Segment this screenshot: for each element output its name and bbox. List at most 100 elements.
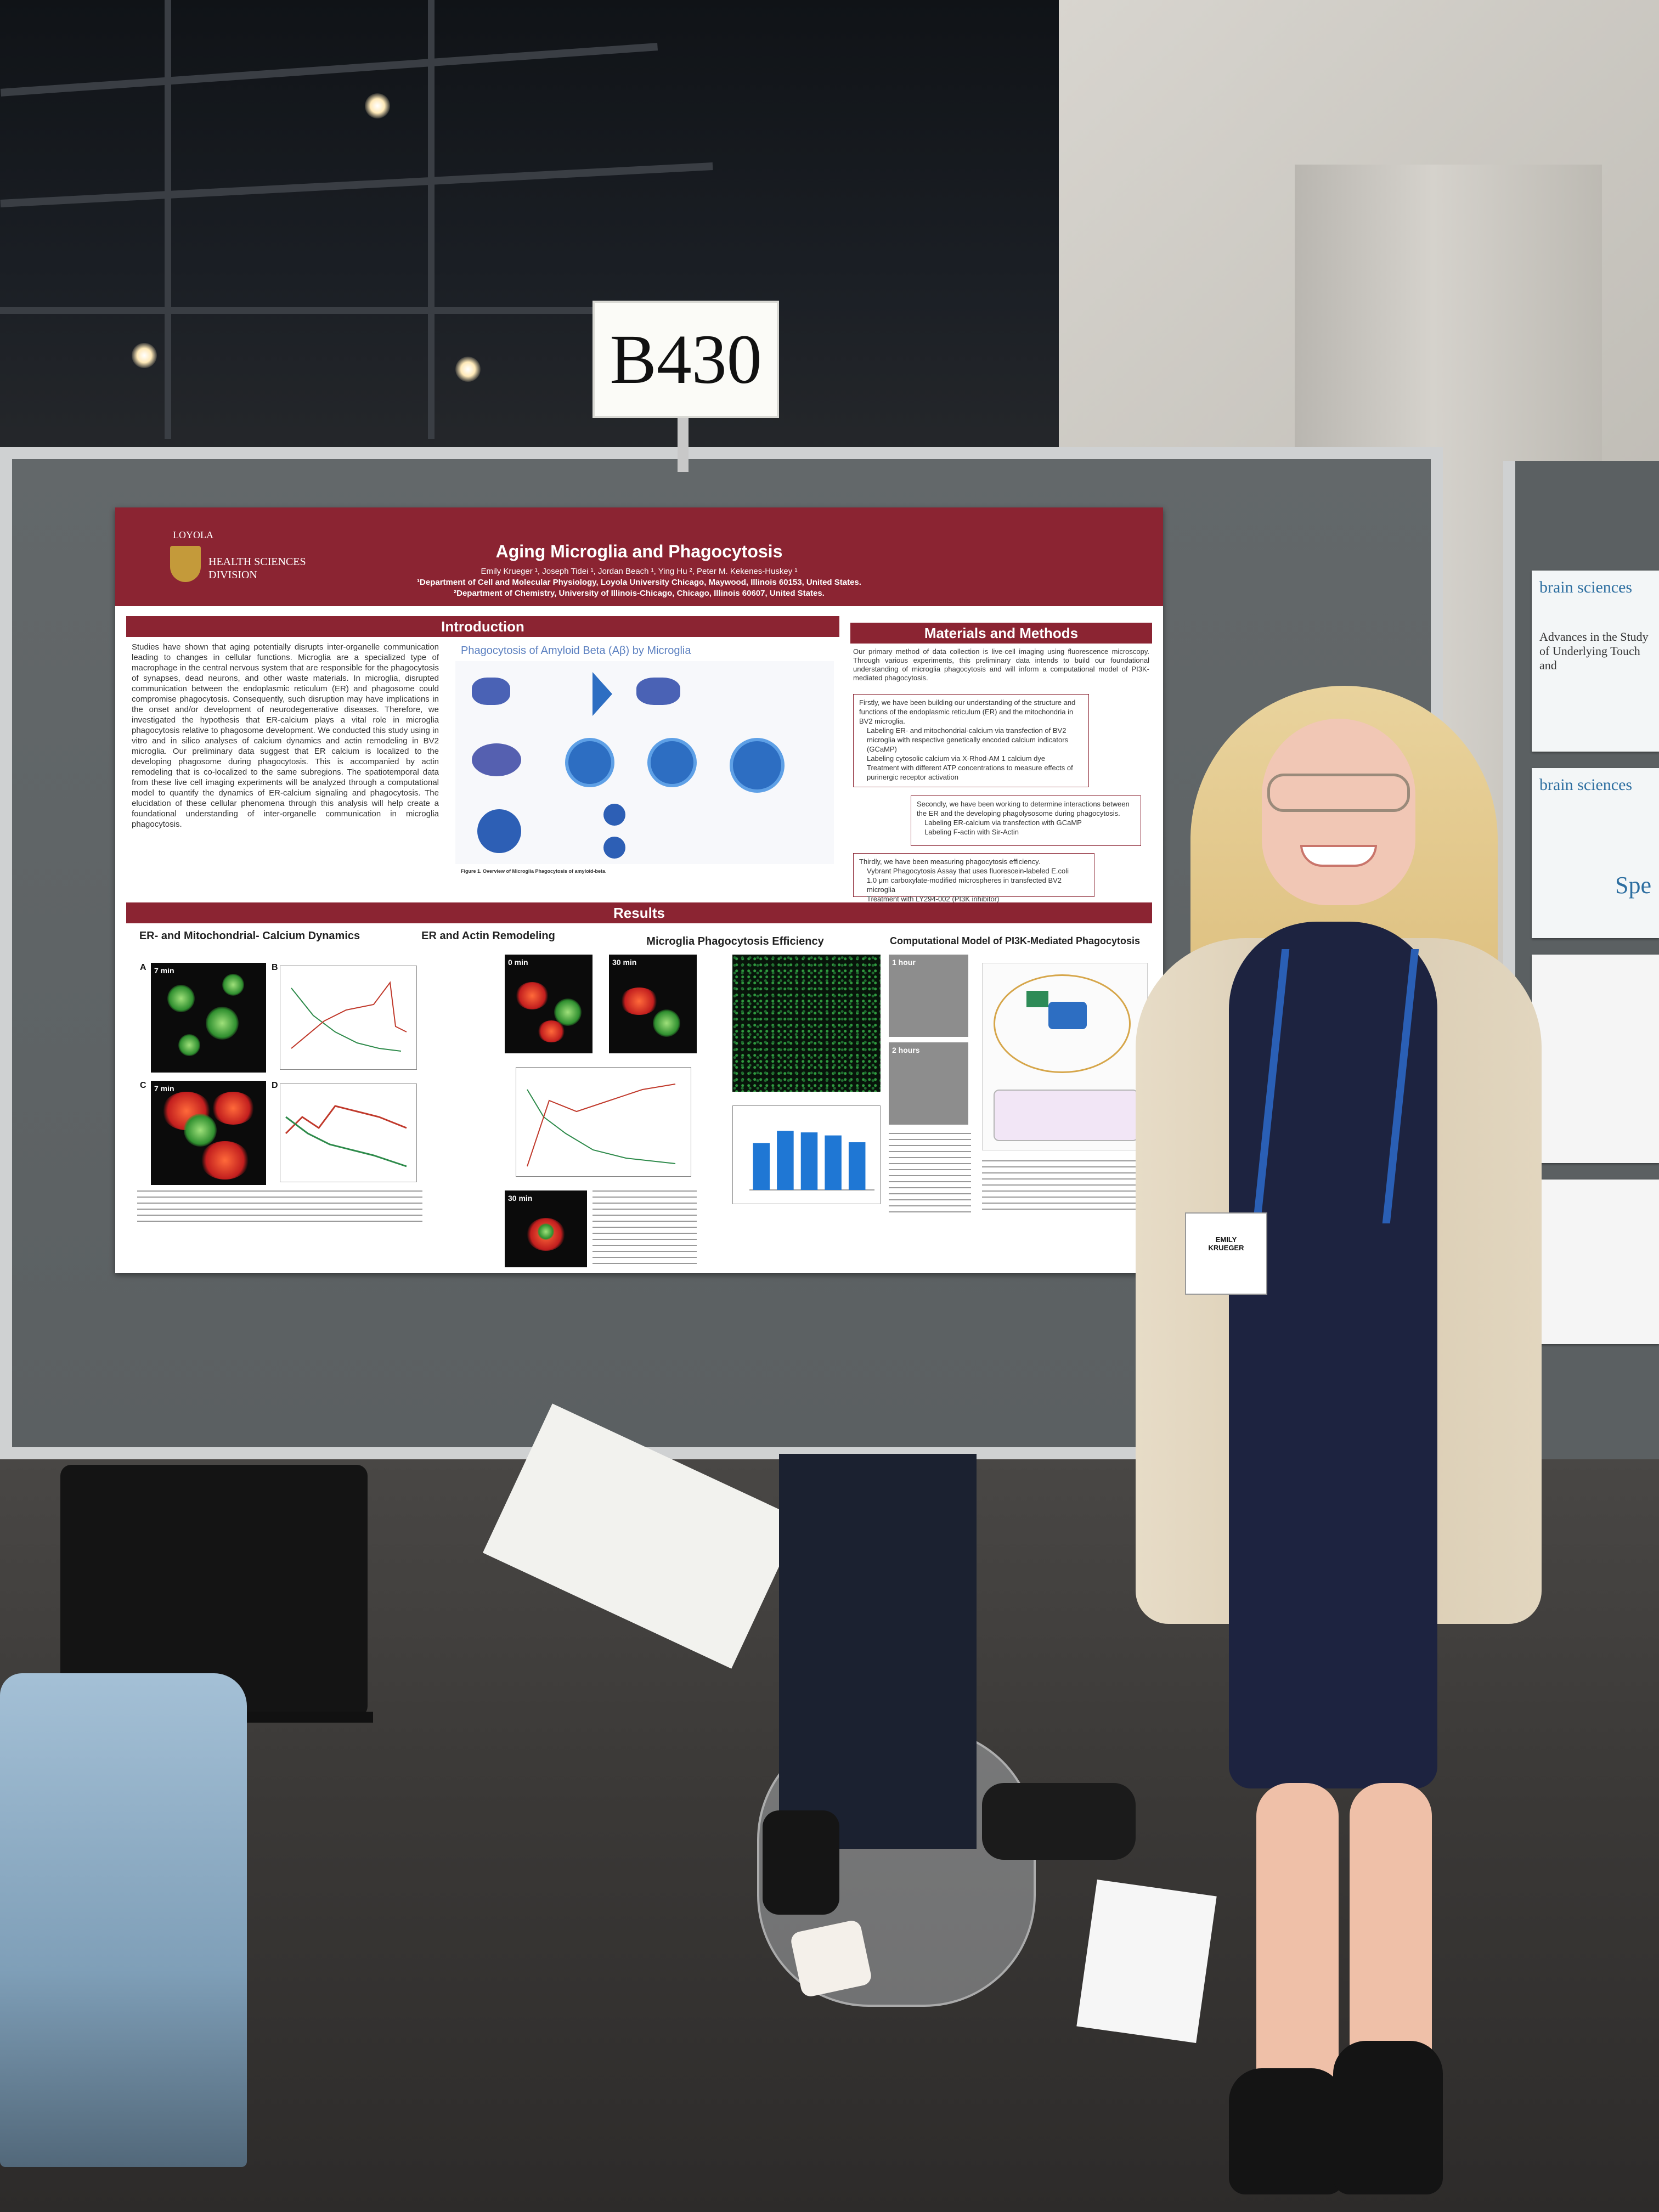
methods-box-1: Firstly, we have been building our under… [853,694,1089,787]
bar [848,1142,866,1190]
timestamp-label: 7 min [154,966,174,975]
nucleus-icon [1048,1002,1087,1029]
bar [825,1135,842,1190]
methods-box-3-item: 1.0 μm carboxylate-modified microspheres… [867,876,1062,894]
poster-authors: Emily Krueger ¹, Joseph Tidei ¹, Jordan … [481,567,798,576]
ceiling-light [365,93,390,119]
calcium-trace-plot-b [280,966,417,1070]
introduction-text: Studies have shown that aging potentiall… [132,642,439,829]
logo-line3: DIVISION [208,569,257,581]
presenter: EMILY KRUEGER [1119,686,1558,2212]
methods-box-1-text: Firstly, we have been building our under… [859,698,1076,725]
side-journal-2: brain sciences [1539,776,1633,794]
microglia-cell [472,743,521,776]
micrograph-calcium-a: 7 min [151,963,266,1073]
loyola-shield-icon [170,546,201,582]
micrograph-phagocytosis-d: 2 hours [889,1042,968,1125]
research-poster: LOYOLA HEALTH SCIENCES DIVISION Aging Mi… [115,507,1163,1273]
methods-box-3: Thirdly, we have been measuring phagocyt… [853,853,1094,903]
methods-box-1-item: Labeling ER- and mitochondrial-calcium v… [867,726,1069,753]
side-poster-middle: brain sciences Spe [1532,768,1659,938]
phagosome-cell [647,738,697,787]
results-col3-title: Microglia Phagocytosis Efficiency [646,935,824,947]
panel-letter-a: A [140,963,146,972]
panel-letter-d: D [272,1081,278,1090]
micrograph-actin-b: 30 min [609,955,697,1053]
receptor-icon [1026,991,1048,1007]
name-badge: EMILY KRUEGER [1185,1212,1267,1295]
jacket [0,1673,247,2167]
side-heading: Advances in the Study of Underlying Touc… [1539,630,1649,672]
results-heading: Results [126,902,1152,923]
side-poster-text-page [1532,1180,1659,1344]
poster-affiliation-2: ²Department of Chemistry, University of … [454,589,825,598]
timestamp-label: 30 min [612,958,637,967]
micrograph-phagocytosis-a [732,955,881,1092]
logo-line1: LOYOLA [173,529,213,540]
figure-1-caption: Figure 1. Overview of Microglia Phagocyt… [461,868,607,874]
micrograph-actin-a: 0 min [505,955,592,1053]
badge-name-line2: KRUEGER [1208,1244,1244,1252]
micrograph-actin-d: 30 min [505,1190,587,1267]
logo-line2: HEALTH SCIENCES [208,556,306,568]
arrow-icon [592,672,612,716]
calcium-trace-lines [291,981,407,1052]
actin-trace-lines [527,1084,676,1167]
results-col2-title: ER and Actin Remodeling [421,930,555,942]
microglia-cell [603,837,625,859]
bar [753,1143,770,1190]
panel-letter-c: C [140,1081,146,1090]
timestamp-label: 0 min [508,958,528,967]
timestamp-label: 1 hour [892,958,916,967]
methods-heading: Materials and Methods [850,623,1152,644]
ceiling-light [132,343,157,368]
poster-title: Aging Microglia and Phagocytosis [495,541,783,561]
microglia-cell [603,804,625,826]
calcium-trace-lines [285,1105,407,1167]
neuron-icon [636,678,680,705]
micrograph-calcium-c: 7 min [151,1081,266,1185]
lanyard [1252,949,1419,1223]
glasses-icon [1267,774,1410,812]
methods-box-3-item: Vybrant Phagocytosis Assay that uses flu… [867,867,1069,875]
figure-2-caption [137,1190,422,1223]
actin-trace-plot-c [516,1067,691,1177]
phagosome-cell [730,738,785,793]
side-partial-text: Spe [1615,872,1651,899]
navy-dress [1229,922,1437,1788]
micrograph-phagocytosis-c: 1 hour [889,955,968,1037]
methods-box-2-item: Labeling ER-calcium via transfection wit… [924,819,1082,827]
bar-chart-svg [749,1131,874,1190]
methods-box-2-item: Labeling F-actin with Sir-Actin [924,828,1019,836]
microglia-cell [477,809,521,853]
methods-box-1-item: Treatment with different ATP concentrati… [867,764,1073,781]
methods-box-2: Secondly, we have been working to determ… [911,795,1141,846]
person-legs-behind-board [779,1454,977,1849]
smile [1300,845,1377,867]
left-leg [1256,1783,1339,2112]
figure-4-caption [889,1133,971,1215]
figure-3-caption [592,1190,697,1267]
poster-affiliation-1: ¹Department of Cell and Molecular Physio… [417,578,861,587]
phagocytosis-bar-chart [732,1105,881,1204]
panel-letter-b: B [272,963,278,972]
methods-box-3-text: Thirdly, we have been measuring phagocyt… [859,857,1041,866]
figure-1-title: Phagocytosis of Amyloid Beta (Aβ) by Mic… [461,645,691,657]
phagosome-cell [565,738,614,787]
badge-name-line1: EMILY [1215,1235,1237,1244]
methods-box-1-item: Labeling cytosolic calcium via X-Rhod-AM… [867,754,1046,763]
face [1262,719,1415,905]
left-boot [1229,2068,1344,2194]
bar [777,1131,794,1190]
ceiling-light [455,357,481,382]
methods-box-3-item: Treatment with LY294-002 (PI3K inhibitor… [867,895,1000,903]
figure-1-schematic [455,661,834,864]
neuron-icon [472,678,510,705]
calcium-trace-plot-d [280,1084,417,1182]
shoe-right [982,1783,1136,1860]
shoe-left [763,1810,839,1915]
right-boot [1333,2041,1443,2194]
side-poster-text-page [1532,955,1659,1163]
results-col4-title: Computational Model of PI3K-Mediated Pha… [889,935,1141,946]
pathway-diagram [994,1090,1138,1141]
